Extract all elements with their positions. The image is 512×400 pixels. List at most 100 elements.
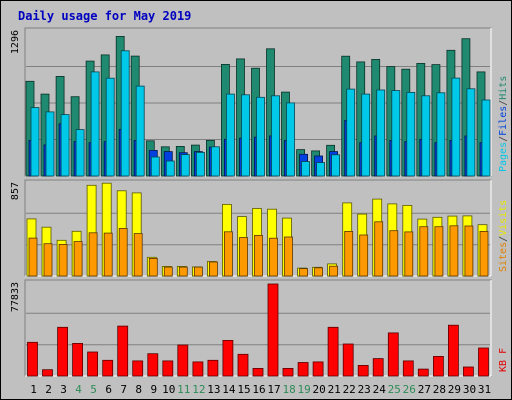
bar-pages-day-15 <box>241 94 250 177</box>
bar-sites-day-9 <box>148 257 158 277</box>
bar-pages-day-7 <box>120 50 130 177</box>
x-tick-label: 10 <box>162 383 175 396</box>
bar-kbytes-day-28 <box>432 355 444 377</box>
x-tick-label: 12 <box>192 383 205 396</box>
x-tick-label: 25 <box>388 383 401 396</box>
bar-pages-day-11 <box>180 154 190 177</box>
panel-visits: 857 Sites/Visits <box>10 179 509 277</box>
x-tick-label: 17 <box>267 383 280 396</box>
chart-title: Daily usage for May 2019 <box>18 9 191 23</box>
bar-kbytes-day-13 <box>207 359 219 377</box>
legend-visits: Sites/Visits <box>498 200 509 272</box>
bar-kbytes-day-22 <box>342 343 354 377</box>
bar-kbytes-day-5 <box>87 351 98 377</box>
bar-sites-day-6 <box>103 232 113 277</box>
bar-sites-day-4 <box>73 241 83 277</box>
bar-pages-day-29 <box>451 77 461 177</box>
bar-pages-day-28 <box>436 92 446 177</box>
bar-sites-day-29 <box>449 225 459 277</box>
x-tick-label: 19 <box>297 383 310 396</box>
bar-kbytes-day-24 <box>372 358 384 377</box>
legend-entry: Files <box>498 106 509 136</box>
series-kbytes <box>27 283 489 377</box>
x-tick-label: 16 <box>252 383 265 396</box>
bar-kbytes-day-2 <box>42 369 53 377</box>
bar-kbytes-day-1 <box>27 341 38 377</box>
bar-sites-day-1 <box>28 237 38 277</box>
x-tick-label: 8 <box>135 383 142 396</box>
bar-kbytes-day-11 <box>177 344 189 377</box>
bar-pages-day-16 <box>256 96 265 177</box>
bar-pages-day-27 <box>421 95 431 177</box>
legend-entry: / <box>498 236 509 242</box>
bar-sites-day-3 <box>58 243 68 277</box>
bar-sites-day-26 <box>404 231 414 277</box>
bar-kbytes-day-23 <box>357 364 369 377</box>
bar-kbytes-day-10 <box>162 360 174 377</box>
x-tick-label: 14 <box>222 383 236 396</box>
bar-pages-day-5 <box>90 71 100 177</box>
x-tick-label: 21 <box>328 383 341 396</box>
bar-pages-day-1 <box>30 107 40 177</box>
bar-sites-day-27 <box>419 226 429 277</box>
bar-pages-day-26 <box>406 92 416 177</box>
legend-entry: Hits <box>498 76 509 100</box>
x-tick-label: 7 <box>120 383 127 396</box>
bar-sites-day-25 <box>389 230 399 277</box>
legend-entry: F <box>498 348 509 360</box>
bar-pages-day-23 <box>361 93 371 177</box>
legend-entry: Sites <box>498 242 509 272</box>
bar-pages-day-19 <box>301 161 311 177</box>
x-tick-label: 30 <box>463 383 476 396</box>
bar-kbytes-day-27 <box>417 368 429 377</box>
bar-sites-day-12 <box>193 266 203 277</box>
x-tick-label: 26 <box>403 383 416 396</box>
bar-pages-day-10 <box>165 160 175 177</box>
bar-pages-day-9 <box>150 156 160 177</box>
x-tick-label: 5 <box>90 383 97 396</box>
bar-sites-day-22 <box>344 230 354 277</box>
bar-sites-day-24 <box>374 221 384 277</box>
bar-kbytes-day-21 <box>327 326 339 377</box>
bar-sites-day-11 <box>178 266 188 277</box>
x-tick-label: 1 <box>30 383 37 396</box>
bar-sites-day-30 <box>464 225 474 277</box>
bar-kbytes-day-8 <box>132 360 144 377</box>
legend-entry: KB <box>498 360 509 372</box>
legend-entry: Pages <box>498 142 509 172</box>
x-tick-label: 29 <box>448 383 461 396</box>
x-axis-labels: 1 2 3 4 5 6 7 8 9 10 11 12 13 14 15 16 17 18 19 20 21 22 23 24 2… <box>30 383 491 396</box>
bar-pages-day-6 <box>105 77 115 177</box>
x-tick-label: 20 <box>312 383 325 396</box>
panel-kbytes: 77833 KB F <box>10 279 509 377</box>
bar-pages-day-21 <box>331 154 341 177</box>
x-tick-label: 28 <box>433 383 446 396</box>
ymax-label-hits: 1296 <box>10 30 21 54</box>
series-hits <box>25 36 486 177</box>
bar-pages-day-30 <box>466 88 476 177</box>
legend-entry: / <box>498 100 509 106</box>
bar-sites-day-15 <box>239 237 248 277</box>
chart-panels: 1296Pages/Files/Hits857Sites/Visits77833… <box>10 27 509 377</box>
bar-pages-day-25 <box>391 90 401 177</box>
legend-kbytes: KB F <box>498 348 509 372</box>
x-tick-label: 9 <box>150 383 157 396</box>
bar-pages-day-31 <box>481 99 491 177</box>
bar-pages-day-20 <box>316 162 326 177</box>
bar-kbytes-day-18 <box>282 367 294 377</box>
legend-hits: Pages/Files/Hits <box>498 76 509 172</box>
legend-entry: Visits <box>498 200 509 236</box>
bar-kbytes-day-29 <box>447 324 459 377</box>
bar-sites-day-2 <box>43 243 53 277</box>
x-tick-label: 18 <box>282 383 295 396</box>
x-tick-label: 2 <box>45 383 52 396</box>
bar-kbytes-day-14 <box>222 339 234 377</box>
bar-pages-day-3 <box>60 114 70 177</box>
bar-kbytes-day-25 <box>387 332 399 377</box>
legend-entry: / <box>498 136 509 142</box>
bar-pages-day-18 <box>286 102 295 177</box>
x-tick-label: 23 <box>358 383 371 396</box>
x-tick-label: 24 <box>373 383 387 396</box>
bar-kbytes-day-9 <box>147 353 159 377</box>
